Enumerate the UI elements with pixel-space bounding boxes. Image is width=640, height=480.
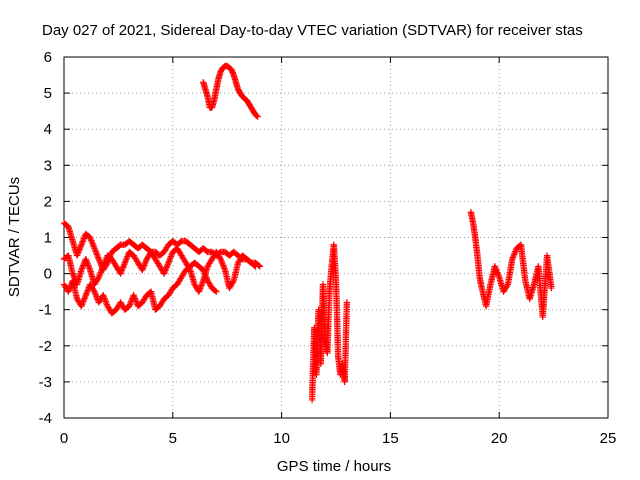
y-axis-label: SDTVAR / TECUs xyxy=(6,177,23,297)
y-tick-label: 6 xyxy=(44,49,52,66)
data-series xyxy=(60,62,555,404)
x-tick-labels: 0 5 10 15 20 25 xyxy=(60,430,617,447)
x-axis-label: GPS time / hours xyxy=(277,458,391,475)
x-tick-label: 15 xyxy=(382,430,399,447)
y-tick-label: -4 xyxy=(39,410,52,427)
y-tick-label: 3 xyxy=(44,157,52,174)
data-point xyxy=(212,287,219,294)
y-tick-label: 0 xyxy=(44,266,52,283)
y-tick-label: 1 xyxy=(44,230,52,247)
series-segment-1-lower xyxy=(60,259,220,317)
data-point xyxy=(251,262,258,269)
axis-ticks xyxy=(63,56,609,419)
data-point xyxy=(213,288,220,295)
y-tick-label: 4 xyxy=(44,121,52,138)
data-point xyxy=(229,279,237,286)
y-tick-label: -2 xyxy=(39,338,52,355)
series-segment-4 xyxy=(467,209,555,321)
y-tick-label: 5 xyxy=(44,85,52,102)
series-segment-2 xyxy=(200,62,261,120)
x-tick-label: 5 xyxy=(169,430,177,447)
x-tick-label: 10 xyxy=(273,430,290,447)
grid xyxy=(64,57,608,418)
data-point xyxy=(343,299,351,306)
x-tick-label: 0 xyxy=(60,430,68,447)
series-segment-1-middle xyxy=(60,245,259,295)
data-point xyxy=(548,284,555,292)
data-point xyxy=(94,275,102,282)
series-segment-3 xyxy=(308,241,351,404)
y-tick-label: -1 xyxy=(39,302,52,319)
data-point xyxy=(90,287,97,294)
y-tick-label: -3 xyxy=(39,374,52,391)
data-point xyxy=(254,113,261,120)
y-tick-labels: -4 -3 -2 -1 0 1 2 3 4 5 6 xyxy=(39,49,52,427)
data-point xyxy=(253,112,260,119)
data-point xyxy=(503,282,511,290)
x-tick-label: 20 xyxy=(491,430,508,447)
data-point xyxy=(252,263,259,270)
chart-title: Day 027 of 2021, Sidereal Day-to-day VTE… xyxy=(42,22,583,39)
y-tick-label: 2 xyxy=(44,193,52,210)
x-tick-label: 25 xyxy=(600,430,617,447)
data-point xyxy=(216,254,224,261)
